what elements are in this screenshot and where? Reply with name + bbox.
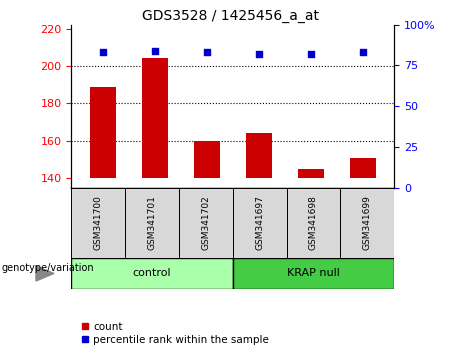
Point bbox=[203, 50, 211, 55]
Point bbox=[151, 48, 159, 54]
Bar bbox=[142, 58, 168, 178]
Point bbox=[359, 50, 366, 55]
Legend: count, percentile rank within the sample: count, percentile rank within the sample bbox=[77, 317, 273, 349]
Text: GSM341697: GSM341697 bbox=[255, 195, 264, 251]
Bar bbox=[90, 86, 116, 178]
FancyBboxPatch shape bbox=[71, 188, 125, 258]
Bar bbox=[246, 133, 272, 178]
Text: genotype/variation: genotype/variation bbox=[1, 263, 94, 273]
Text: GSM341699: GSM341699 bbox=[363, 195, 372, 251]
FancyBboxPatch shape bbox=[71, 258, 394, 289]
Point bbox=[255, 51, 262, 57]
Text: KRAP null: KRAP null bbox=[287, 268, 340, 279]
Point bbox=[99, 50, 106, 55]
Polygon shape bbox=[36, 266, 54, 281]
FancyBboxPatch shape bbox=[71, 258, 233, 289]
FancyBboxPatch shape bbox=[340, 188, 394, 258]
Text: GSM341698: GSM341698 bbox=[309, 195, 318, 251]
Point bbox=[307, 51, 314, 57]
Bar bbox=[298, 169, 324, 178]
FancyBboxPatch shape bbox=[233, 258, 394, 289]
FancyBboxPatch shape bbox=[179, 188, 233, 258]
FancyBboxPatch shape bbox=[125, 188, 179, 258]
Text: GDS3528 / 1425456_a_at: GDS3528 / 1425456_a_at bbox=[142, 9, 319, 23]
Text: GSM341700: GSM341700 bbox=[94, 195, 103, 251]
Text: GSM341702: GSM341702 bbox=[201, 196, 210, 250]
FancyBboxPatch shape bbox=[287, 188, 340, 258]
FancyBboxPatch shape bbox=[233, 188, 287, 258]
Text: control: control bbox=[133, 268, 171, 279]
Bar bbox=[350, 158, 376, 178]
Bar bbox=[194, 141, 220, 178]
Text: GSM341701: GSM341701 bbox=[148, 195, 157, 251]
